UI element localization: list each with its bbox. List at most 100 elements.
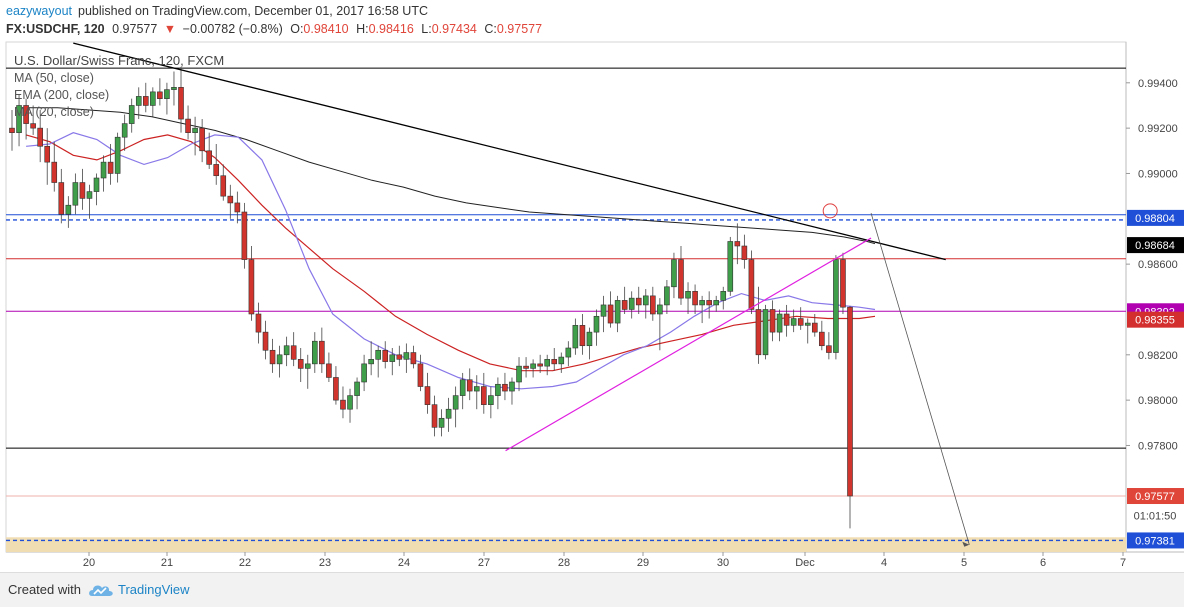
price-label-text: 0.97381 (1135, 535, 1175, 547)
candle-body (819, 331, 825, 347)
plot-area[interactable] (5, 41, 1127, 553)
candle-body (290, 345, 297, 360)
candle-body (607, 304, 614, 324)
candle-body (135, 96, 142, 106)
candle-body (748, 259, 755, 310)
candle-body (826, 345, 832, 353)
price-axis[interactable] (1126, 42, 1184, 552)
candle-body (797, 318, 804, 326)
candle-body (164, 89, 170, 99)
candle-body (37, 127, 43, 147)
low-label: L: (421, 22, 431, 36)
candle-body (220, 175, 227, 197)
candle-body (227, 195, 234, 204)
candle-body (466, 379, 473, 392)
candle-body (150, 91, 156, 106)
candle-body (100, 161, 107, 179)
x-tick-label: 23 (319, 557, 331, 569)
candle-body (283, 345, 290, 356)
candle-body (72, 182, 79, 206)
candle-body (241, 211, 248, 260)
candle-body (269, 349, 276, 365)
candle-body (354, 381, 360, 396)
candle-body (326, 363, 332, 378)
x-tick-label: 4 (881, 557, 887, 569)
candle-body (58, 182, 65, 215)
price-label-text: 0.97577 (1135, 491, 1175, 503)
legend-ma50[interactable]: MA (50, close) (14, 71, 94, 85)
candle-body (509, 381, 515, 392)
candle-body (804, 322, 811, 326)
countdown-timer: 01:01:50 (1134, 511, 1177, 523)
publish-header: eazywayout published on TradingView.com,… (0, 0, 1184, 21)
candle-body (811, 322, 818, 333)
candle-body (79, 182, 86, 199)
change-arrow-icon: ▼ (164, 22, 176, 36)
candle-body (142, 96, 149, 106)
legend-ema200[interactable]: EMA (200, close) (14, 88, 109, 102)
x-tick-label: 7 (1120, 557, 1126, 569)
price-label-box (1127, 209, 1184, 226)
tradingview-cloud-icon[interactable] (88, 582, 114, 603)
candle-body (114, 136, 121, 174)
candle-body (635, 297, 642, 306)
y-tick-label: 0.99000 (1138, 168, 1178, 180)
candle-body (734, 241, 741, 247)
candle-body (319, 340, 325, 365)
author-link[interactable]: eazywayout (6, 4, 73, 18)
chart-title: U.S. Dollar/Swiss Franc, 120, FXCM (14, 53, 224, 68)
candle-body (544, 359, 550, 367)
candle-body (65, 204, 72, 215)
x-tick-label: 20 (83, 557, 95, 569)
candle-body (762, 309, 769, 356)
candle-body (495, 383, 501, 396)
candle-body (481, 386, 487, 405)
candle-body (424, 386, 431, 405)
candle-body (473, 386, 480, 392)
candle-body (93, 177, 100, 192)
candle-body (628, 297, 635, 310)
candle-body (171, 87, 177, 90)
candle-body (16, 105, 22, 133)
open-label: O: (290, 22, 303, 36)
candle-body (614, 300, 621, 324)
price-chart[interactable]: FX:USDCHF, 120 0.97577 ▼ −0.00782 (−0.8%… (0, 0, 1184, 572)
candle-body (530, 363, 536, 369)
candle-body (9, 127, 15, 133)
legend-ma20[interactable]: MA (20, close) (14, 105, 94, 119)
ema200-line (26, 107, 876, 245)
svg-text:FX:USDCHF, 120 0.97577: FX:USDCHF, 120 0.97577 ▼ −0.00782 (−0.8%… (6, 22, 542, 36)
tradingview-link[interactable]: TradingView (118, 582, 190, 597)
candle-body (333, 377, 339, 401)
open-value: 0.98410 (303, 22, 348, 36)
trend-line (73, 42, 946, 261)
last-price: 0.97577 (112, 22, 157, 36)
candle-body (178, 87, 184, 120)
trend-line (870, 213, 970, 545)
arrowhead-icon (962, 541, 970, 547)
candle-body (776, 313, 783, 333)
candle-body (121, 123, 128, 138)
candle-body (692, 291, 698, 306)
candle-body (523, 365, 529, 369)
candle-body (262, 331, 269, 351)
candle-body (657, 304, 663, 315)
candle-body (248, 259, 255, 315)
candle-body (304, 363, 311, 369)
candle-body (642, 295, 649, 306)
price-label-box (1127, 311, 1184, 328)
candle-body (347, 395, 353, 410)
x-tick-label: 22 (239, 557, 251, 569)
candle-body (621, 300, 628, 310)
candle-body (459, 379, 466, 396)
footer-bar: Created with TradingView (0, 572, 1184, 607)
candle-body (86, 191, 93, 199)
trend-line (505, 237, 872, 452)
low-value: 0.97434 (432, 22, 477, 36)
candle-body (502, 383, 508, 392)
candle-body (297, 359, 304, 369)
candle-body (403, 352, 410, 360)
candle-body (755, 309, 762, 356)
candle-body (586, 331, 593, 347)
candle-body (769, 309, 776, 333)
